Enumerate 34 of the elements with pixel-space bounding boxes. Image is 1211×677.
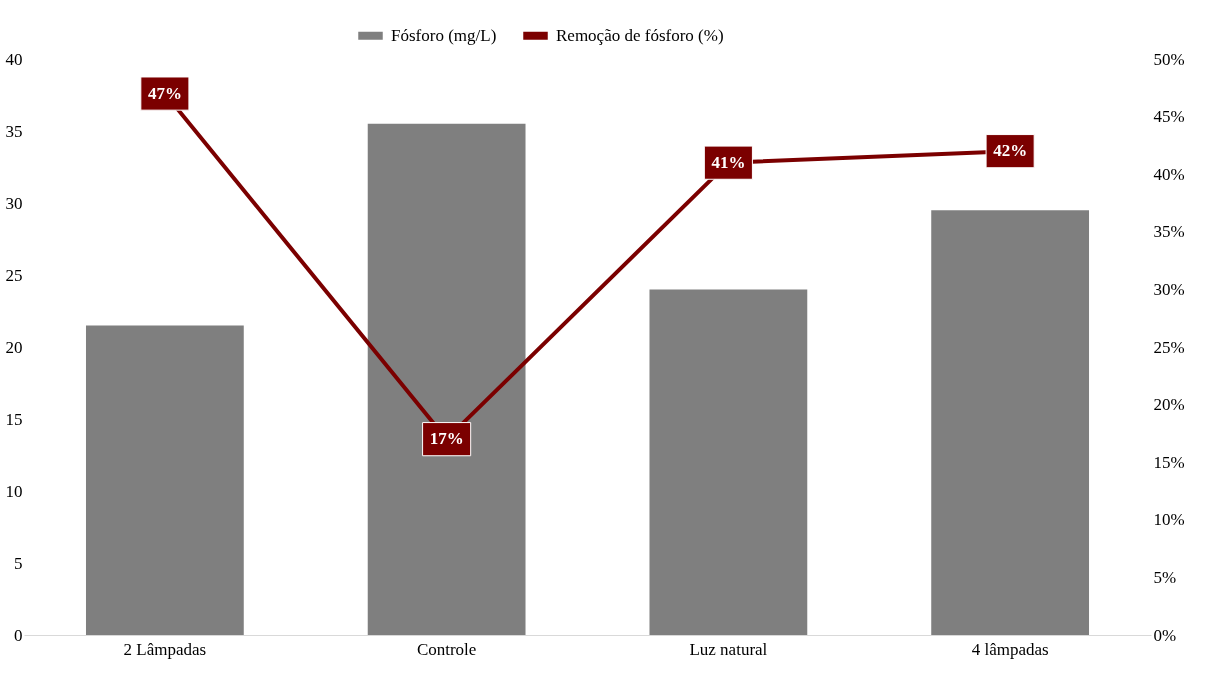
data-label: 42% xyxy=(993,141,1028,161)
y-tick-label: 30 xyxy=(5,193,23,213)
y2-tick-label: 5% xyxy=(1153,567,1177,587)
y2-tick-label: 50% xyxy=(1153,49,1185,69)
y2-tick-label: 15% xyxy=(1153,452,1185,472)
x-tick-label: 2 Lâmpadas xyxy=(123,639,207,659)
legend-label: Remoção de fósforo (%) xyxy=(556,25,724,45)
bar xyxy=(367,123,526,635)
data-label: 17% xyxy=(429,429,464,449)
bar xyxy=(85,325,244,635)
y2-tick-label: 40% xyxy=(1153,164,1185,184)
data-label: 47% xyxy=(147,83,182,103)
bar xyxy=(931,210,1090,635)
y2-tick-label: 20% xyxy=(1153,395,1185,415)
y-tick-label: 10 xyxy=(5,481,23,501)
y2-tick-label: 45% xyxy=(1153,107,1185,127)
y2-tick-label: 35% xyxy=(1153,222,1185,242)
data-label: 41% xyxy=(711,152,746,172)
x-tick-label: Luz natural xyxy=(689,639,768,659)
y-tick-label: 40 xyxy=(5,49,23,69)
x-tick-label: Controle xyxy=(416,639,477,659)
y2-tick-label: 25% xyxy=(1153,337,1185,357)
y2-tick-label: 0% xyxy=(1153,625,1177,645)
legend-label: Fósforo (mg/L) xyxy=(391,25,497,45)
y-tick-label: 20 xyxy=(5,337,23,357)
y-tick-label: 0 xyxy=(14,625,23,645)
bar xyxy=(649,289,808,635)
y2-tick-label: 10% xyxy=(1153,510,1185,530)
y2-tick-label: 30% xyxy=(1153,279,1185,299)
y-tick-label: 15 xyxy=(5,409,23,429)
y-tick-label: 25 xyxy=(5,265,23,285)
x-tick-label: 4 lâmpadas xyxy=(971,639,1049,659)
y-tick-label: 5 xyxy=(14,553,23,573)
y-tick-label: 35 xyxy=(5,121,23,141)
